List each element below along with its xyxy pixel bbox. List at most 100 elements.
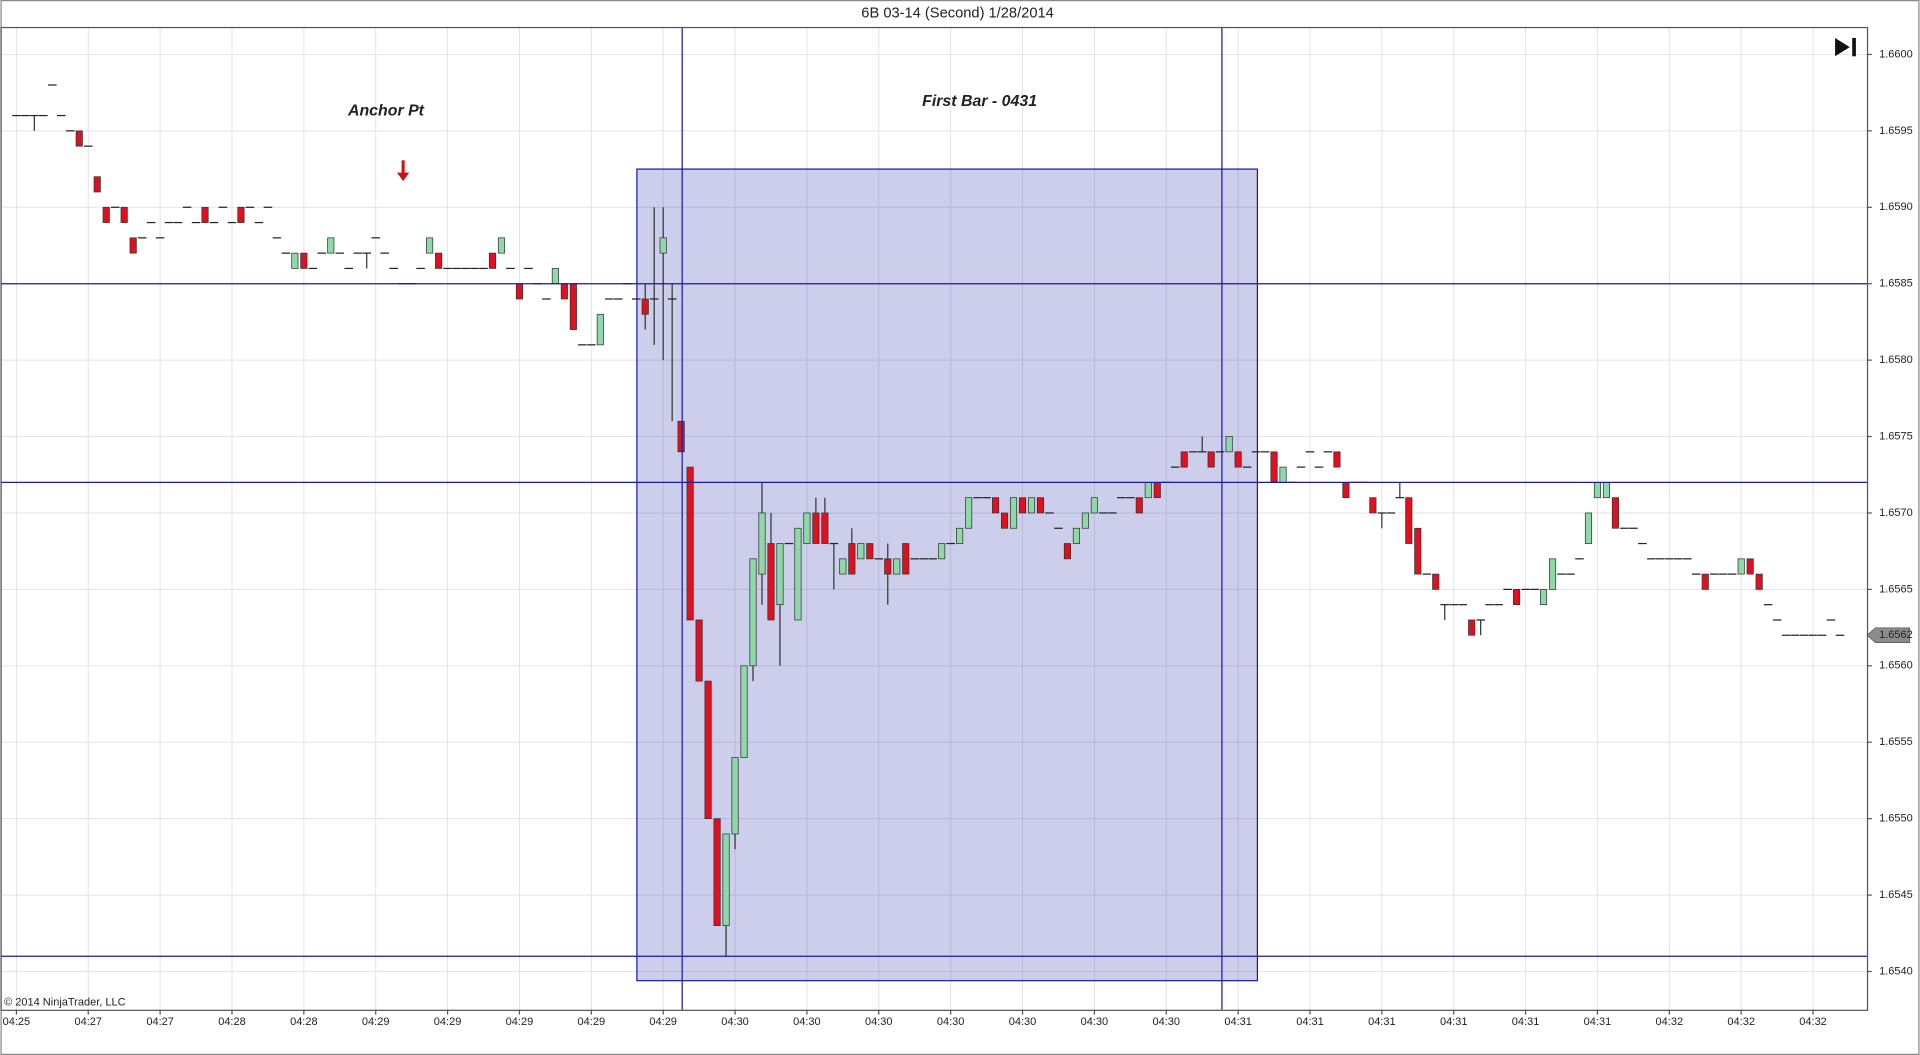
x-tick-label: 04:29	[362, 1016, 390, 1028]
play-icon[interactable]	[1835, 37, 1850, 57]
y-tick-label: 1.6575	[1879, 430, 1913, 442]
candle-body	[426, 237, 434, 254]
candle-body	[848, 543, 856, 575]
annotation: First Bar - 0431	[922, 93, 1037, 110]
candle-body	[902, 543, 910, 575]
y-tick-label: 1.6550	[1879, 813, 1913, 825]
candle-body	[1225, 436, 1233, 453]
candle-body	[93, 176, 101, 193]
candle-body	[1593, 482, 1602, 499]
candles	[12, 84, 1845, 957]
candle-body	[1342, 482, 1350, 499]
candle-body	[722, 833, 730, 927]
candle-body	[1153, 482, 1161, 499]
x-tick-label: 04:30	[1152, 1016, 1180, 1028]
candle-body	[767, 543, 775, 621]
x-tick-label: 04:30	[1009, 1016, 1037, 1028]
x-tick-label: 04:29	[578, 1016, 606, 1028]
y-tick-label: 1.6580	[1879, 354, 1913, 366]
candle-body	[1602, 482, 1610, 499]
x-tick-label: 04:29	[506, 1016, 534, 1028]
candle-body	[1234, 451, 1242, 468]
candle-body	[677, 420, 685, 453]
candle-body	[1755, 573, 1763, 590]
y-tick-label: 1.6555	[1879, 736, 1913, 748]
candle-body	[237, 206, 245, 223]
candle-body	[569, 283, 577, 330]
bar-icon[interactable]	[1852, 37, 1856, 57]
candle-body	[435, 252, 443, 269]
candle-body	[704, 680, 712, 820]
y-tick-label: 1.6540	[1879, 965, 1913, 977]
arrow-head	[397, 172, 410, 182]
candle-body	[803, 512, 811, 544]
x-tick-label: 04:30	[721, 1016, 749, 1028]
anchor-arrow	[397, 160, 410, 182]
candle-body	[956, 527, 964, 544]
candle-body	[1018, 497, 1027, 514]
candle-body	[102, 206, 110, 223]
candle-body	[659, 237, 667, 254]
candle-body	[1009, 497, 1018, 529]
candle-body	[749, 558, 757, 667]
candle-body	[1036, 497, 1045, 514]
candle-body	[686, 466, 694, 621]
candle-body	[1540, 589, 1548, 606]
x-tick-label: 04:25	[3, 1016, 31, 1028]
x-tick-label: 04:31	[1440, 1016, 1468, 1028]
x-tick-label: 04:27	[146, 1016, 174, 1028]
candle-body	[1737, 558, 1745, 575]
x-tick-label: 04:29	[649, 1016, 677, 1028]
candle-body	[839, 558, 847, 575]
candle-body	[1063, 543, 1071, 560]
x-tick-label: 04:30	[865, 1016, 893, 1028]
candle-body	[1548, 558, 1557, 590]
candle-body	[1135, 497, 1143, 514]
candle-body	[1279, 466, 1287, 483]
candle-body	[515, 283, 523, 300]
candle-body	[327, 237, 335, 254]
candle-body	[1072, 527, 1080, 544]
candle-body	[776, 543, 784, 606]
candle-body	[857, 543, 865, 560]
candle-body	[893, 558, 901, 575]
x-tick-label: 04:32	[1656, 1016, 1684, 1028]
overlay: 1.6562	[0, 26, 1913, 1010]
candle-body	[713, 818, 721, 927]
candle-body	[1584, 512, 1593, 544]
x-tick-label: 04:32	[1727, 1016, 1755, 1028]
last-price-label: 1.6562	[1879, 629, 1913, 641]
x-tick-label: 04:31	[1368, 1016, 1396, 1028]
candle-body	[560, 283, 568, 300]
x-tick-label: 04:28	[290, 1016, 318, 1028]
candle-body	[1432, 573, 1440, 590]
x-tick-label: 04:31	[1584, 1016, 1612, 1028]
candle-body	[992, 497, 1000, 514]
candle-body	[1405, 497, 1413, 544]
candle-body	[758, 512, 766, 575]
candle-body	[75, 130, 83, 147]
drawings	[636, 168, 1259, 982]
candle-body	[1414, 527, 1422, 575]
x-tick-label: 04:28	[218, 1016, 246, 1028]
y-tick-label: 1.6565	[1879, 583, 1913, 595]
last-price-marker	[1866, 627, 1911, 643]
candle-body	[1513, 589, 1521, 606]
x-tick-label: 04:32	[1799, 1016, 1827, 1028]
candle-body	[1207, 451, 1215, 468]
candle-body	[695, 619, 703, 682]
candle-body	[551, 268, 559, 285]
plot-border	[0, 26, 1869, 1011]
candle-body	[1746, 558, 1754, 575]
scroll-end-button[interactable]	[1835, 37, 1856, 57]
copyright: © 2014 NinjaTrader, LLC	[4, 996, 125, 1008]
candle-body	[1701, 573, 1709, 590]
candle-body	[641, 298, 649, 315]
annotation: Anchor Pt	[347, 103, 425, 120]
candle-body	[938, 543, 946, 560]
y-tick-label: 1.6595	[1879, 125, 1913, 137]
candle-body	[1180, 451, 1188, 468]
candle-body	[201, 206, 209, 223]
candle-body	[291, 252, 299, 269]
candle-body	[120, 206, 128, 223]
